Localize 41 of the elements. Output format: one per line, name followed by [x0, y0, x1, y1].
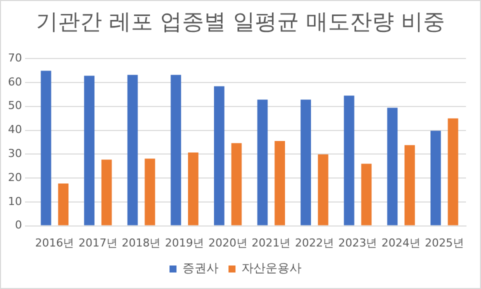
bar — [214, 86, 224, 226]
y-tick-label: 30 — [8, 147, 22, 160]
y-tick-label: 50 — [8, 99, 22, 112]
legend-label: 증권사 — [182, 261, 218, 276]
bar — [300, 100, 311, 226]
bar — [274, 141, 286, 226]
x-tick-label: 2024년 — [382, 236, 421, 250]
bar — [40, 70, 52, 226]
legend-label: 자산운용사 — [242, 261, 302, 276]
x-tick-label: 2020년 — [208, 236, 248, 250]
bar — [430, 130, 441, 226]
bar — [257, 100, 268, 226]
x-tick-label: 2022년 — [294, 236, 334, 250]
bar — [344, 96, 354, 226]
bar — [144, 158, 156, 226]
bar — [101, 160, 112, 226]
bar — [170, 74, 182, 226]
bar — [84, 76, 94, 226]
x-tick-label: 2016년 — [35, 236, 74, 250]
bar — [361, 164, 372, 226]
bar — [127, 74, 138, 226]
bar — [448, 118, 458, 226]
y-tick-label: 70 — [8, 51, 22, 64]
y-tick-label: 60 — [8, 75, 22, 88]
bar — [404, 145, 415, 226]
bar — [58, 184, 69, 226]
x-tick-label: 2017년 — [78, 236, 118, 250]
y-tick-label: 20 — [8, 170, 22, 184]
y-tick-label: 40 — [8, 123, 22, 136]
bar — [318, 154, 328, 226]
chart-title: 기관간 레포 업종별 일평균 매도잔량 비중 — [35, 9, 446, 37]
bar — [387, 108, 398, 226]
x-tick-label: 2025년 — [424, 236, 464, 250]
x-tick-label: 2021년 — [252, 236, 291, 250]
y-tick-label: 10 — [8, 194, 22, 208]
y-tick-label: 0 — [14, 218, 22, 232]
bar — [188, 152, 198, 226]
x-tick-label: 2019년 — [165, 236, 204, 250]
x-tick-label: 2018년 — [122, 236, 161, 250]
x-tick-label: 2023년 — [338, 236, 378, 250]
bar — [231, 143, 242, 226]
